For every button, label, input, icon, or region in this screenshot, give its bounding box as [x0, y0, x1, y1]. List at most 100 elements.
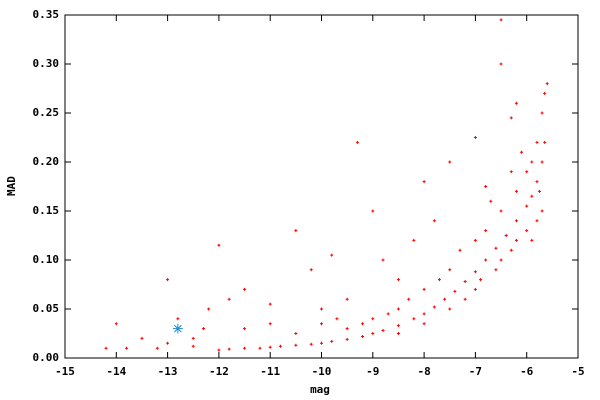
point	[320, 341, 323, 345]
point	[320, 307, 323, 311]
point	[125, 346, 129, 350]
point	[330, 253, 334, 257]
point	[309, 342, 313, 346]
y-tick-label: 0.25	[33, 106, 60, 119]
point	[278, 344, 282, 348]
x-tick-label: -9	[366, 365, 379, 378]
point	[361, 334, 365, 338]
point	[294, 343, 298, 347]
point	[422, 312, 426, 316]
point	[422, 287, 426, 291]
point	[422, 180, 426, 184]
point	[335, 317, 339, 321]
point	[448, 268, 452, 272]
point	[458, 248, 462, 252]
point	[396, 324, 400, 328]
point	[207, 307, 211, 311]
x-tick-label: -6	[520, 365, 534, 378]
point	[473, 238, 477, 242]
point	[381, 329, 385, 333]
x-tick-label: -8	[417, 365, 430, 378]
y-tick-label: 0.10	[33, 253, 60, 266]
point	[432, 219, 436, 223]
point	[243, 346, 247, 350]
point	[463, 280, 467, 284]
point	[227, 297, 231, 301]
point	[432, 305, 436, 309]
point	[355, 140, 359, 144]
point	[545, 82, 549, 86]
point	[437, 278, 441, 282]
point	[535, 140, 539, 144]
point	[309, 268, 313, 272]
point	[407, 297, 411, 301]
point	[484, 229, 488, 233]
point	[155, 346, 159, 350]
point	[509, 170, 513, 174]
point	[484, 185, 488, 188]
point	[514, 189, 518, 193]
point	[381, 258, 385, 262]
point	[371, 209, 375, 213]
point	[514, 219, 518, 223]
point	[525, 229, 529, 233]
point	[330, 339, 334, 343]
point	[525, 170, 529, 174]
x-tick-label: -10	[312, 365, 332, 378]
point	[243, 287, 247, 291]
x-tick-label: -12	[209, 365, 229, 378]
point	[345, 297, 349, 301]
y-tick-label: 0.20	[33, 155, 60, 168]
point	[499, 18, 503, 22]
point	[104, 346, 108, 350]
point	[509, 248, 513, 252]
point	[114, 322, 118, 326]
x-tick-label: -11	[260, 365, 280, 378]
point	[396, 307, 400, 311]
point	[412, 238, 416, 242]
point	[386, 312, 390, 316]
point	[227, 347, 231, 351]
point	[543, 140, 547, 144]
point	[176, 317, 180, 321]
point	[243, 327, 247, 331]
point	[345, 327, 349, 331]
point	[484, 258, 488, 262]
point	[453, 289, 457, 293]
point	[538, 189, 542, 193]
y-tick-label: 0.05	[33, 302, 60, 315]
point	[443, 297, 447, 301]
point	[543, 91, 547, 95]
point	[494, 246, 498, 250]
point	[473, 270, 477, 274]
point	[202, 327, 206, 331]
point	[463, 297, 467, 301]
point	[172, 323, 183, 334]
point	[525, 204, 529, 208]
point	[499, 258, 503, 262]
x-tick-label: -7	[469, 365, 482, 378]
point	[371, 317, 375, 321]
point	[422, 322, 426, 326]
point	[166, 278, 170, 282]
point	[191, 336, 195, 340]
point	[514, 101, 518, 105]
point	[448, 160, 452, 164]
point	[530, 238, 534, 242]
point	[361, 322, 365, 326]
point	[494, 268, 498, 272]
point	[191, 344, 195, 348]
point	[217, 348, 221, 352]
point	[473, 136, 477, 139]
point	[448, 307, 452, 311]
y-axis-label: MAD	[5, 176, 18, 196]
x-tick-label: -5	[571, 365, 584, 378]
y-tick-label: 0.00	[33, 351, 60, 364]
point	[509, 116, 513, 120]
point	[530, 194, 534, 198]
point	[535, 219, 539, 223]
point	[504, 234, 508, 237]
point	[540, 209, 544, 213]
point	[268, 322, 272, 326]
